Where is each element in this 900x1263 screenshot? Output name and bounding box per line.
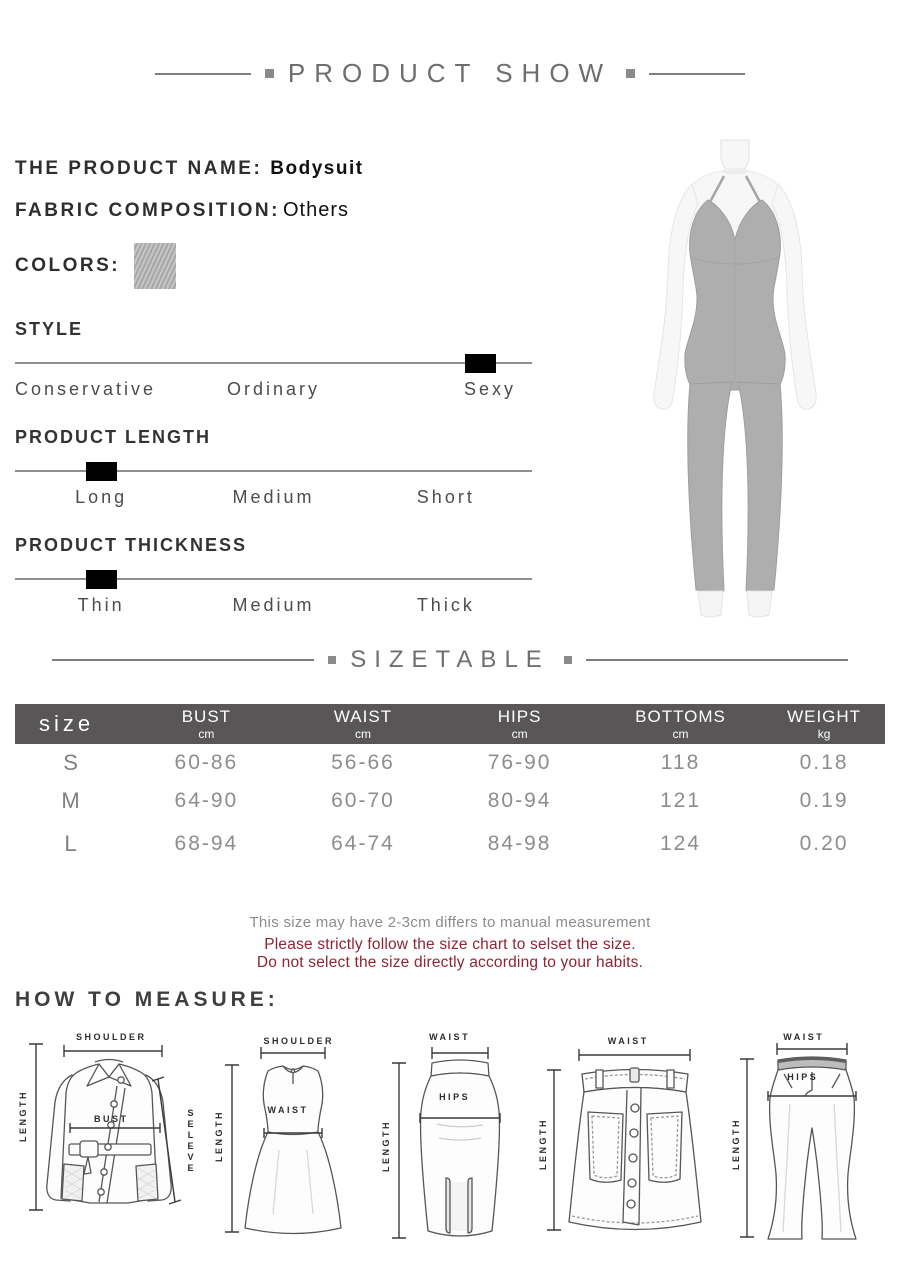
mannequin-bodysuit-image <box>653 139 817 618</box>
fabric-row: FABRIC COMPOSITION: Others <box>15 199 540 222</box>
product-show-header: PRODUCT SHOW <box>0 58 900 89</box>
option-medium: Medium <box>232 487 315 507</box>
option-thick: Thick <box>416 595 475 615</box>
length-label: LENGTH <box>214 1110 225 1162</box>
colors-row: COLORS: <box>15 240 540 292</box>
selected-marker <box>465 354 496 373</box>
shoulder-label: SHOULDER <box>263 1036 334 1046</box>
sleeve-label: SELEVE <box>185 1108 196 1174</box>
table-row-l: L 68-94 64-74 84-98 124 0.20 <box>64 831 849 856</box>
attribute-title: STYLE <box>15 319 84 339</box>
hips-label: HIPS <box>787 1072 819 1082</box>
shoulder-label: SHOULDER <box>76 1032 147 1042</box>
square-bullet-icon <box>328 656 337 664</box>
sizetable-title: SIZETABLE <box>350 646 550 673</box>
option-long: Long <box>75 487 128 507</box>
attribute-title: PRODUCT THICKNESS <box>15 535 248 555</box>
scale-line <box>15 362 532 364</box>
waist-label: WAIST <box>267 1105 309 1115</box>
fabric-color-swatch <box>134 243 177 289</box>
skirt-line-drawing <box>392 1047 501 1239</box>
measure-diagram-pants: WAIST LENGTH HIPS <box>731 1032 890 1257</box>
option-thin: Thin <box>77 595 125 615</box>
length-label: LENGTH <box>18 1090 28 1142</box>
size-notes: This size may have 2-3cm differs to manu… <box>0 914 900 973</box>
length-label: LENGTH <box>731 1118 742 1170</box>
attribute-title: PRODUCT LENGTH <box>15 427 211 447</box>
measure-diagram-skirt: WAIST LENGTH HIPS <box>379 1032 538 1257</box>
length-label: LENGTH <box>381 1120 392 1172</box>
jacket-line-drawing <box>29 1043 182 1211</box>
measure-diagrams: SHOULDER LENGTH BUST SELEVE <box>12 1032 890 1260</box>
page-title: PRODUCT SHOW <box>287 58 613 88</box>
product-photo <box>640 138 830 623</box>
attribute-length: PRODUCT LENGTH Long Medium Short <box>15 427 540 508</box>
scale-line <box>15 470 532 472</box>
product-name-row: THE PRODUCT NAME: Bodysuit <box>15 158 540 180</box>
thickness-scale <box>15 569 532 590</box>
attribute-thickness: PRODUCT THICKNESS Thin Medium Thick <box>15 535 540 616</box>
measure-diagram-jacket: SHOULDER LENGTH BUST SELEVE <box>12 1032 205 1257</box>
note-warning-1: Please strictly follow the size chart to… <box>264 936 636 953</box>
size-table-head: size BUST cm WAIST cm HIPS cm BOTTOMS cm… <box>15 704 885 744</box>
product-name-value: Bodysuit <box>270 158 364 179</box>
square-bullet-icon <box>626 69 636 78</box>
column-header-weight: WEIGHT kg <box>787 707 862 741</box>
style-options: Conservative Ordinary Sexy <box>15 379 532 400</box>
product-name-label: THE PRODUCT NAME: <box>15 158 263 179</box>
note-measurement: This size may have 2-3cm differs to manu… <box>249 914 651 931</box>
bust-label: BUST <box>94 1114 129 1124</box>
column-header-size: size <box>39 711 95 736</box>
option-conservative: Conservative <box>15 379 157 399</box>
measure-diagram-mini-skirt: WAIST LENGTH <box>538 1032 731 1257</box>
fabric-value: Others <box>282 199 349 221</box>
column-header-hips: HIPS cm <box>497 707 542 741</box>
measure-diagram-dress: SHOULDER LENGTH WAIST <box>205 1032 379 1257</box>
note-warning-2: Do not select the size directly accordin… <box>256 954 644 972</box>
divider-line <box>649 72 746 75</box>
column-header-waist: WAIST cm <box>333 707 393 741</box>
table-row-m: M 64-90 60-70 80-94 121 0.19 <box>61 788 849 813</box>
attribute-style: STYLE Conservative Ordinary Sexy <box>15 319 540 400</box>
how-to-measure-title: HOW TO MEASURE: <box>15 988 279 1011</box>
divider-line <box>52 659 315 661</box>
waist-label: WAIST <box>607 1036 649 1046</box>
pants-line-drawing <box>740 1043 857 1240</box>
column-header-bust: BUST cm <box>181 707 232 741</box>
hips-label: HIPS <box>439 1092 471 1102</box>
fabric-label: FABRIC COMPOSITION: <box>15 199 280 221</box>
divider-line <box>585 659 848 661</box>
waist-label: WAIST <box>429 1032 471 1042</box>
selected-marker <box>86 570 117 589</box>
style-scale <box>15 353 532 374</box>
colors-label: COLORS: <box>15 255 121 276</box>
size-table: size BUST cm WAIST cm HIPS cm BOTTOMS cm… <box>15 704 885 863</box>
mini-skirt-line-drawing <box>546 1049 702 1231</box>
selected-marker <box>86 462 117 481</box>
scale-line <box>15 578 532 580</box>
option-short: Short <box>416 487 475 507</box>
square-bullet-icon <box>563 656 572 664</box>
option-ordinary: Ordinary <box>226 379 320 399</box>
column-header-bottoms: BOTTOMS cm <box>635 707 726 741</box>
length-options: Long Medium Short <box>15 487 532 508</box>
sizetable-header: SIZETABLE <box>0 646 900 674</box>
waist-label: WAIST <box>783 1032 825 1042</box>
length-scale <box>15 461 532 482</box>
table-row-s: S 60-86 56-66 76-90 118 0.18 <box>63 750 849 775</box>
option-medium: Medium <box>232 595 315 615</box>
product-info: THE PRODUCT NAME: Bodysuit FABRIC COMPOS… <box>15 158 540 616</box>
square-bullet-icon <box>264 69 274 78</box>
option-sexy: Sexy <box>463 379 516 399</box>
thickness-options: Thin Medium Thick <box>15 595 532 616</box>
length-label: LENGTH <box>537 1118 548 1170</box>
dress-line-drawing <box>225 1047 343 1235</box>
divider-line <box>154 72 251 75</box>
